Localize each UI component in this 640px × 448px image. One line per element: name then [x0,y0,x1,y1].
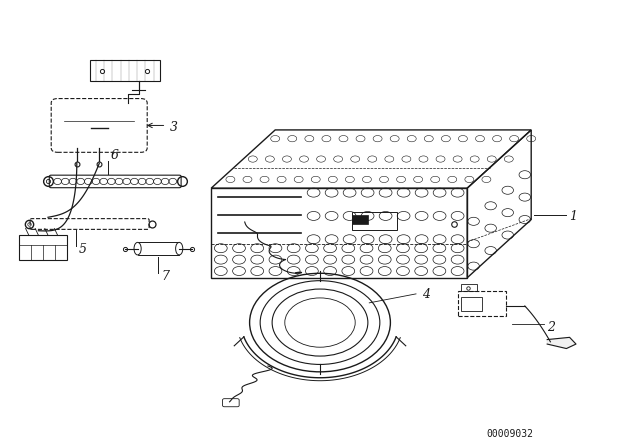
Text: 5: 5 [79,243,87,256]
Bar [138,242,179,255]
Polygon shape [547,337,576,349]
Text: 6: 6 [111,150,119,163]
Bar [458,291,506,316]
Text: 1: 1 [570,210,577,223]
Text: 3: 3 [170,121,178,134]
Bar [352,215,368,224]
Text: 00009032: 00009032 [486,429,533,439]
Bar [461,297,483,311]
Text: 2: 2 [547,321,556,334]
Text: 4: 4 [422,289,431,302]
Bar [90,60,160,81]
Bar [19,235,67,260]
Bar [461,284,477,291]
Ellipse shape [134,242,141,255]
Bar [352,212,397,230]
Ellipse shape [175,242,183,255]
Text: 7: 7 [161,270,170,283]
